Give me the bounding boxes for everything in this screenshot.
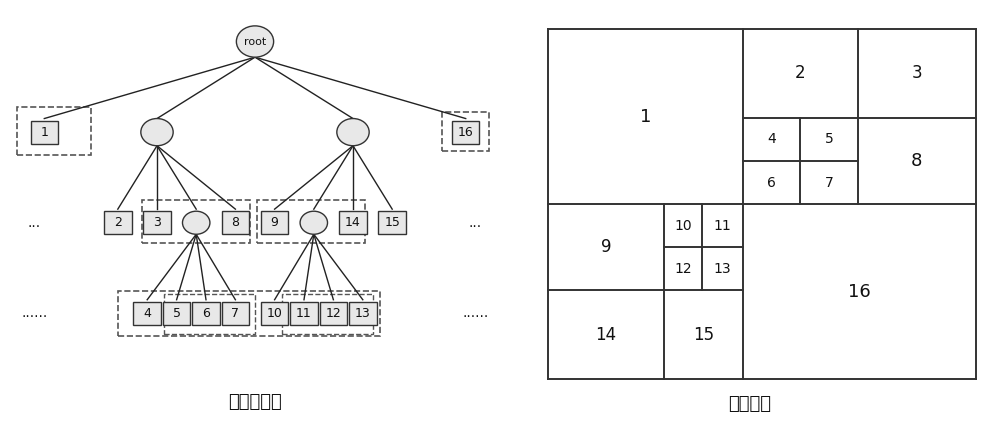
- Text: 6: 6: [767, 175, 776, 190]
- Text: 12: 12: [674, 262, 692, 276]
- Text: 11: 11: [714, 219, 731, 233]
- Bar: [442, 112, 489, 151]
- Text: 3: 3: [911, 64, 922, 82]
- Text: ...: ...: [469, 216, 482, 230]
- Text: 12: 12: [326, 307, 341, 320]
- Bar: [282, 293, 373, 334]
- Bar: [257, 200, 365, 243]
- Text: 7: 7: [231, 307, 239, 320]
- Circle shape: [337, 118, 369, 146]
- Text: 15: 15: [693, 326, 714, 344]
- Text: 2: 2: [114, 216, 122, 229]
- Bar: [31, 121, 58, 144]
- Circle shape: [182, 211, 210, 234]
- Text: 14: 14: [595, 326, 617, 344]
- Bar: [349, 302, 377, 325]
- Text: 8: 8: [911, 152, 922, 170]
- Bar: [290, 302, 318, 325]
- Text: root: root: [244, 36, 266, 46]
- Text: 5: 5: [173, 307, 181, 320]
- Text: 8: 8: [231, 216, 239, 229]
- Bar: [378, 211, 406, 234]
- Bar: [222, 302, 249, 325]
- Text: 6: 6: [202, 307, 210, 320]
- Text: 10: 10: [674, 219, 692, 233]
- Text: 4: 4: [767, 132, 776, 146]
- Circle shape: [236, 26, 274, 57]
- Text: 16: 16: [458, 126, 474, 139]
- Bar: [164, 293, 255, 334]
- Text: 14: 14: [345, 216, 361, 229]
- Bar: [339, 211, 367, 234]
- Text: 场景分割: 场景分割: [728, 395, 772, 413]
- Bar: [118, 291, 380, 336]
- Text: 3: 3: [153, 216, 161, 229]
- Text: ...: ...: [28, 216, 41, 230]
- Circle shape: [300, 211, 328, 234]
- Bar: [17, 107, 91, 155]
- Text: 1: 1: [640, 108, 651, 126]
- Text: 2: 2: [795, 64, 806, 82]
- Bar: [452, 121, 479, 144]
- Bar: [133, 302, 161, 325]
- Text: ......: ......: [462, 306, 489, 320]
- Text: 11: 11: [296, 307, 312, 320]
- Bar: [261, 211, 288, 234]
- Text: 7: 7: [825, 175, 834, 190]
- Text: ......: ......: [21, 306, 48, 320]
- Circle shape: [141, 118, 173, 146]
- Text: 10: 10: [267, 307, 283, 320]
- Text: 9: 9: [271, 216, 279, 229]
- Text: 13: 13: [355, 307, 371, 320]
- Text: 1: 1: [40, 126, 48, 139]
- Text: 15: 15: [384, 216, 400, 229]
- Text: 4: 4: [143, 307, 151, 320]
- Bar: [320, 302, 347, 325]
- Text: 5: 5: [825, 132, 834, 146]
- Bar: [143, 211, 171, 234]
- Bar: [163, 302, 190, 325]
- Bar: [142, 200, 250, 243]
- Bar: [261, 302, 288, 325]
- Bar: [192, 302, 220, 325]
- Text: 13: 13: [714, 262, 731, 276]
- Text: 9: 9: [601, 238, 611, 256]
- Bar: [104, 211, 132, 234]
- Text: 四叉树结构: 四叉树结构: [228, 393, 282, 411]
- Text: 16: 16: [848, 283, 871, 301]
- Bar: [222, 211, 249, 234]
